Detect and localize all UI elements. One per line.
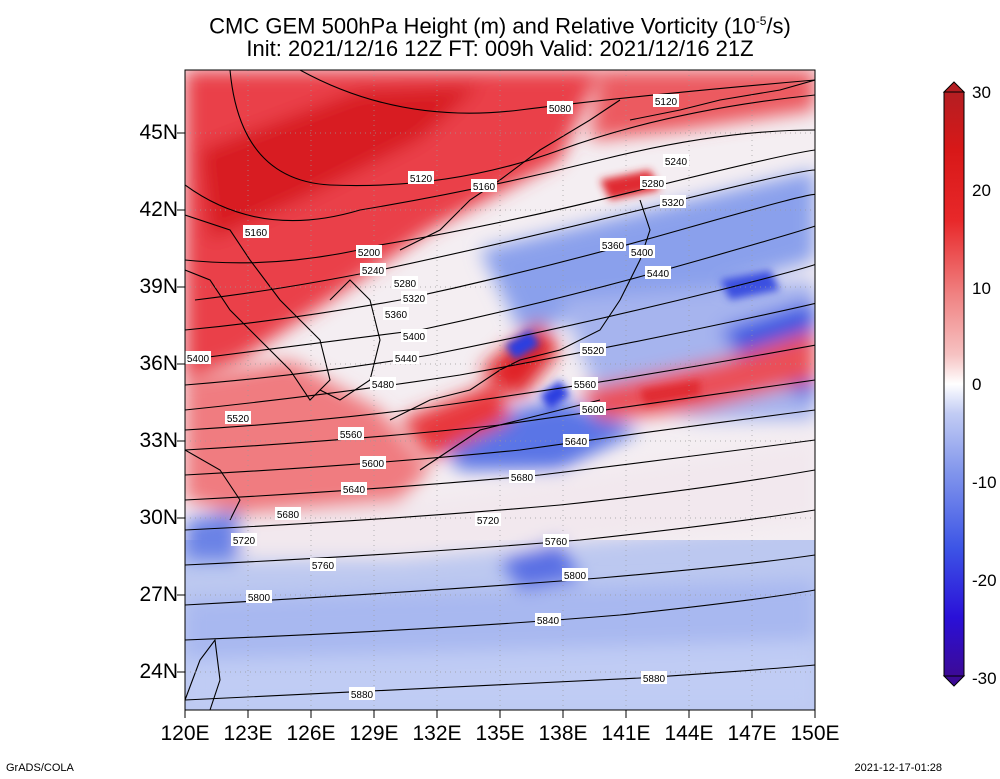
contour-label: 5560 — [574, 380, 597, 391]
lat-label-33n: 33N — [139, 429, 178, 452]
contour-label: 5240 — [362, 266, 385, 277]
colorbar-label-30: 30 — [972, 83, 991, 102]
contour-label: 5880 — [351, 690, 374, 701]
lon-label-150e: 150E — [790, 722, 840, 745]
colorbar-label-20: 20 — [972, 181, 991, 200]
contour-label: 5600 — [362, 459, 385, 470]
contour-label: 5080 — [549, 104, 572, 115]
colorbar — [942, 81, 966, 687]
contour-label: 5480 — [372, 380, 395, 391]
lon-label-138e: 138E — [538, 722, 588, 745]
lat-label-42n: 42N — [139, 198, 178, 221]
colorbar-label-neg20: -20 — [972, 571, 997, 590]
contour-label: 5400 — [187, 354, 210, 365]
lat-label-39n: 39N — [139, 275, 178, 298]
lat-label-45n: 45N — [139, 121, 178, 144]
contour-label: 5520 — [582, 346, 605, 357]
contour-label: 5200 — [358, 248, 381, 259]
colorbar-label-10: 10 — [972, 279, 991, 298]
lon-label-132e: 132E — [412, 722, 462, 745]
lon-label-147e: 147E — [727, 722, 777, 745]
contour-label: 5320 — [662, 198, 685, 209]
contour-label: 5240 — [665, 157, 688, 168]
contour-label: 5640 — [343, 485, 366, 496]
contour-label: 5680 — [277, 510, 300, 521]
contour-label: 5640 — [565, 437, 588, 448]
contour-label: 5720 — [233, 536, 256, 547]
contour-label: 5880 — [643, 674, 666, 685]
contour-label: 5120 — [410, 174, 433, 185]
lat-label-30n: 30N — [139, 506, 178, 529]
contour-label: 5760 — [312, 561, 335, 572]
contour-label: 5400 — [403, 332, 426, 343]
lat-label-36n: 36N — [139, 352, 178, 375]
contour-label: 5760 — [545, 537, 568, 548]
contour-label: 5560 — [340, 430, 363, 441]
contour-label: 5280 — [642, 179, 665, 190]
lon-label-135e: 135E — [475, 722, 525, 745]
lon-label-141e: 141E — [601, 722, 651, 745]
contour-label: 5160 — [473, 182, 496, 193]
colorbar-label-neg10: -10 — [972, 473, 997, 492]
contour-label: 5840 — [537, 616, 560, 627]
lat-label-27n: 27N — [139, 583, 178, 606]
contour-label: 5720 — [477, 516, 500, 527]
contour-label: 5360 — [602, 241, 625, 252]
footer-credit: GrADS/COLA — [6, 762, 74, 774]
contour-label: 5520 — [227, 414, 250, 425]
lon-label-129e: 129E — [349, 722, 399, 745]
contour-label: 5400 — [631, 248, 654, 259]
axis-ticks — [177, 132, 816, 718]
chart-title-line2: Init: 2021/12/16 12Z FT: 009h Valid: 202… — [246, 36, 754, 61]
lon-label-123e: 123E — [223, 722, 273, 745]
contour-label: 5800 — [248, 593, 271, 604]
contour-label: 5120 — [655, 97, 678, 108]
lat-label-24n: 24N — [139, 660, 178, 683]
contour-label: 5800 — [564, 571, 587, 582]
lon-label-144e: 144E — [664, 722, 714, 745]
colorbar-label-neg30: -30 — [972, 669, 997, 688]
lon-label-120e: 120E — [160, 722, 210, 745]
footer-timestamp: 2021-12-17-01:28 — [854, 762, 942, 774]
contour-labels: 5080 5120 5120 5160 5160 5200 5240 5240 … — [185, 94, 689, 701]
contour-label: 5680 — [511, 473, 534, 484]
contour-label: 5160 — [245, 228, 268, 239]
contour-label: 5320 — [403, 294, 426, 305]
lon-label-126e: 126E — [286, 722, 336, 745]
contour-label: 5440 — [647, 269, 670, 280]
contour-label: 5440 — [395, 354, 418, 365]
contour-label: 5280 — [394, 279, 417, 290]
contour-label: 5360 — [385, 310, 408, 321]
colorbar-label-0: 0 — [972, 375, 982, 394]
contour-label: 5600 — [582, 405, 605, 416]
chart-title-line1: CMC GEM 500hPa Height (m) and Relative V… — [209, 13, 791, 39]
